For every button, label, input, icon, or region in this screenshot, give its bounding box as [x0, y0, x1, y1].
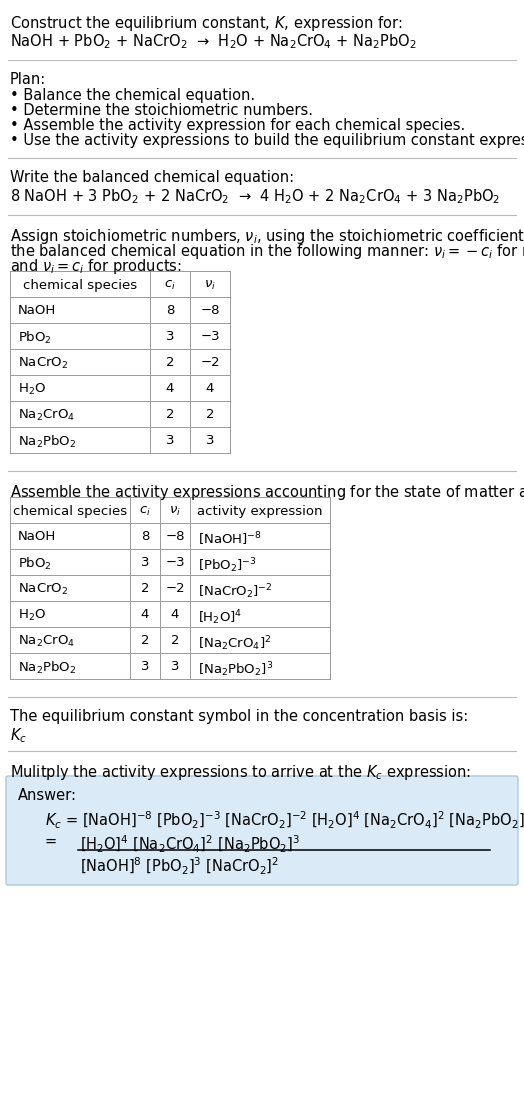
Text: 4: 4 [206, 382, 214, 395]
Text: the balanced chemical equation in the following manner: $\nu_i = -c_i$ for react: the balanced chemical equation in the fo… [10, 242, 524, 260]
Text: 8: 8 [166, 304, 174, 317]
Text: • Assemble the activity expression for each chemical species.: • Assemble the activity expression for e… [10, 118, 465, 133]
Text: 2: 2 [171, 634, 179, 647]
Text: $c_i$: $c_i$ [139, 506, 151, 518]
Text: [H$_2$O]$^4$ [Na$_2$CrO$_4$]$^2$ [Na$_2$PbO$_2$]$^3$: [H$_2$O]$^4$ [Na$_2$CrO$_4$]$^2$ [Na$_2$… [80, 834, 300, 855]
Text: −2: −2 [165, 582, 185, 595]
Text: −3: −3 [165, 556, 185, 569]
Text: $\nu_i$: $\nu_i$ [204, 279, 216, 292]
Text: 3: 3 [141, 556, 149, 569]
Text: 4: 4 [171, 608, 179, 621]
Text: Plan:: Plan: [10, 73, 46, 87]
Text: 3: 3 [166, 330, 174, 343]
Text: 2: 2 [141, 582, 149, 595]
Text: H$_2$O: H$_2$O [18, 382, 46, 397]
Text: −8: −8 [165, 530, 185, 543]
FancyBboxPatch shape [6, 776, 518, 885]
Text: Na$_2$PbO$_2$: Na$_2$PbO$_2$ [18, 660, 77, 676]
Text: −8: −8 [200, 304, 220, 317]
Text: NaOH: NaOH [18, 304, 56, 317]
Text: 3: 3 [171, 660, 179, 673]
Text: [NaOH]$^{-8}$: [NaOH]$^{-8}$ [198, 530, 262, 547]
Text: Na$_2$CrO$_4$: Na$_2$CrO$_4$ [18, 408, 75, 423]
Text: • Determine the stoichiometric numbers.: • Determine the stoichiometric numbers. [10, 103, 313, 118]
Text: [H$_2$O]$^4$: [H$_2$O]$^4$ [198, 608, 242, 626]
Text: NaOH: NaOH [18, 530, 56, 543]
Text: [NaCrO$_2$]$^{-2}$: [NaCrO$_2$]$^{-2}$ [198, 582, 272, 601]
Text: • Balance the chemical equation.: • Balance the chemical equation. [10, 88, 255, 103]
Text: Answer:: Answer: [18, 788, 77, 803]
Text: Write the balanced chemical equation:: Write the balanced chemical equation: [10, 170, 294, 185]
Text: [NaOH]$^8$ [PbO$_2$]$^3$ [NaCrO$_2$]$^2$: [NaOH]$^8$ [PbO$_2$]$^3$ [NaCrO$_2$]$^2$ [80, 856, 279, 877]
Text: activity expression: activity expression [197, 506, 323, 518]
Text: 2: 2 [141, 634, 149, 647]
Text: [PbO$_2$]$^{-3}$: [PbO$_2$]$^{-3}$ [198, 556, 257, 575]
Text: 2: 2 [166, 408, 174, 421]
Text: 4: 4 [141, 608, 149, 621]
Text: $\nu_i$: $\nu_i$ [169, 506, 181, 518]
Text: =: = [45, 834, 57, 850]
Text: Assemble the activity expressions accounting for the state of matter and $\nu_i$: Assemble the activity expressions accoun… [10, 482, 524, 502]
Text: 3: 3 [166, 434, 174, 447]
Text: The equilibrium constant symbol in the concentration basis is:: The equilibrium constant symbol in the c… [10, 709, 468, 724]
Text: $K_c$ = [NaOH]$^{-8}$ [PbO$_2$]$^{-3}$ [NaCrO$_2$]$^{-2}$ [H$_2$O]$^4$ [Na$_2$Cr: $K_c$ = [NaOH]$^{-8}$ [PbO$_2$]$^{-3}$ [… [45, 810, 524, 831]
Text: PbO$_2$: PbO$_2$ [18, 330, 52, 346]
Text: NaOH + PbO$_2$ + NaCrO$_2$  →  H$_2$O + Na$_2$CrO$_4$ + Na$_2$PbO$_2$: NaOH + PbO$_2$ + NaCrO$_2$ → H$_2$O + Na… [10, 32, 417, 51]
Text: [Na$_2$CrO$_4$]$^2$: [Na$_2$CrO$_4$]$^2$ [198, 634, 271, 653]
Text: 3: 3 [206, 434, 214, 447]
Text: H$_2$O: H$_2$O [18, 608, 46, 623]
Text: Assign stoichiometric numbers, $\nu_i$, using the stoichiometric coefficients, $: Assign stoichiometric numbers, $\nu_i$, … [10, 227, 524, 246]
Text: −2: −2 [200, 356, 220, 369]
Text: 8: 8 [141, 530, 149, 543]
Text: −3: −3 [200, 330, 220, 343]
Text: NaCrO$_2$: NaCrO$_2$ [18, 582, 68, 597]
Text: chemical species: chemical species [13, 506, 127, 518]
Text: and $\nu_i = c_i$ for products:: and $\nu_i = c_i$ for products: [10, 257, 182, 276]
Text: NaCrO$_2$: NaCrO$_2$ [18, 356, 68, 371]
Text: PbO$_2$: PbO$_2$ [18, 556, 52, 573]
Text: 4: 4 [166, 382, 174, 395]
Text: 2: 2 [206, 408, 214, 421]
Text: Mulitply the activity expressions to arrive at the $K_c$ expression:: Mulitply the activity expressions to arr… [10, 763, 471, 782]
Text: $c_i$: $c_i$ [164, 279, 176, 292]
Text: Na$_2$CrO$_4$: Na$_2$CrO$_4$ [18, 634, 75, 650]
Text: chemical species: chemical species [23, 279, 137, 292]
Text: • Use the activity expressions to build the equilibrium constant expression.: • Use the activity expressions to build … [10, 133, 524, 148]
Text: 3: 3 [141, 660, 149, 673]
Text: $K_c$: $K_c$ [10, 726, 27, 745]
Text: 8 NaOH + 3 PbO$_2$ + 2 NaCrO$_2$  →  4 H$_2$O + 2 Na$_2$CrO$_4$ + 3 Na$_2$PbO$_2: 8 NaOH + 3 PbO$_2$ + 2 NaCrO$_2$ → 4 H$_… [10, 187, 500, 206]
Text: Construct the equilibrium constant, $K$, expression for:: Construct the equilibrium constant, $K$,… [10, 14, 402, 33]
Text: [Na$_2$PbO$_2$]$^3$: [Na$_2$PbO$_2$]$^3$ [198, 660, 273, 679]
Text: 2: 2 [166, 356, 174, 369]
Text: Na$_2$PbO$_2$: Na$_2$PbO$_2$ [18, 434, 77, 451]
